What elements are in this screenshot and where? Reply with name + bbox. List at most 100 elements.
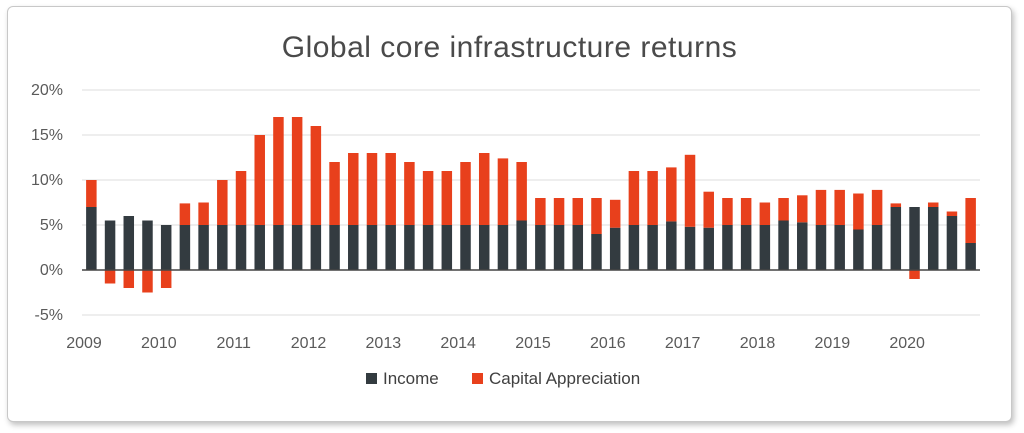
y-tick-label: -5% — [35, 307, 63, 324]
bar-income — [815, 225, 827, 270]
bar-capital-appreciation — [647, 171, 658, 225]
legend-label-income: Income — [383, 369, 439, 388]
bar-capital-appreciation — [553, 198, 565, 225]
bar-capital-appreciation — [460, 162, 471, 225]
bar-capital-appreciation — [815, 189, 827, 225]
bar-income — [291, 225, 303, 270]
bar-capital-appreciation — [797, 195, 808, 223]
x-tick-label: 2009 — [66, 335, 102, 352]
x-tick-label: 2016 — [590, 335, 626, 352]
bar-income — [179, 225, 191, 270]
bar-capital-appreciation — [853, 193, 864, 230]
bar-income — [104, 220, 116, 270]
bar-income — [740, 225, 752, 270]
bar-income — [871, 225, 883, 270]
bar-capital-appreciation — [759, 202, 771, 225]
legend-label-capital-appreciation: Capital Appreciation — [489, 369, 640, 388]
legend-swatch-income — [366, 373, 377, 384]
bar-capital-appreciation — [778, 198, 789, 221]
bar-income — [703, 227, 714, 270]
x-tick-label: 2019 — [815, 335, 851, 352]
bar-income — [217, 225, 228, 270]
bar-capital-appreciation — [310, 126, 322, 225]
bar-capital-appreciation — [927, 202, 939, 207]
bar-income — [778, 220, 789, 270]
bar-capital-appreciation — [198, 202, 209, 225]
bar-capital-appreciation — [572, 198, 584, 225]
x-tick-label: 2010 — [141, 335, 177, 352]
bar-capital-appreciation — [478, 153, 490, 225]
bar-capital-appreciation — [142, 270, 153, 293]
bar-capital-appreciation — [946, 211, 958, 216]
bar-capital-appreciation — [516, 162, 527, 221]
x-tick-label: 2017 — [665, 335, 701, 352]
bar-income — [946, 216, 958, 270]
bar-income — [310, 225, 322, 270]
bar-capital-appreciation — [666, 167, 677, 222]
bar-income — [909, 207, 920, 270]
bar-capital-appreciation — [291, 117, 303, 225]
bar-capital-appreciation — [123, 270, 135, 288]
bar-capital-appreciation — [609, 199, 621, 228]
y-tick-label: 15% — [31, 127, 63, 144]
chart-title: Global core infrastructure returns — [281, 31, 738, 64]
legend: Income Capital Appreciation — [366, 369, 640, 388]
bar-income — [441, 225, 453, 270]
bar-income — [666, 221, 677, 270]
bar-capital-appreciation — [441, 171, 453, 225]
x-tick-label: 2020 — [889, 335, 925, 352]
bar-capital-appreciation — [385, 153, 396, 225]
x-tick-label: 2012 — [291, 335, 327, 352]
bar-income — [834, 225, 845, 270]
bar-capital-appreciation — [86, 180, 97, 207]
bar-income — [722, 225, 733, 270]
bar-income — [478, 225, 490, 270]
bar-income — [160, 225, 172, 270]
bar-capital-appreciation — [104, 270, 116, 284]
bar-capital-appreciation — [535, 198, 546, 225]
bar-capital-appreciation — [965, 198, 976, 243]
y-tick-label: 20% — [31, 82, 63, 99]
bar-capital-appreciation — [366, 153, 378, 225]
bar-income — [460, 225, 471, 270]
bar-income — [759, 225, 771, 270]
bar-capital-appreciation — [273, 117, 284, 225]
axes: -5% 0% 5% 10% 15% 20% 2009 2010 2011 2012 2013 2014… — [31, 82, 980, 352]
bar-income — [797, 222, 808, 270]
bar-income — [235, 225, 247, 270]
bar-income — [497, 225, 509, 270]
bar-capital-appreciation — [703, 191, 714, 228]
bar-income — [853, 229, 864, 270]
bar-capital-appreciation — [348, 153, 359, 225]
bar-income — [422, 225, 434, 270]
y-tick-label: 5% — [40, 217, 63, 234]
bar-capital-appreciation — [684, 154, 696, 227]
bar-capital-appreciation — [217, 180, 228, 225]
bar-income — [591, 234, 602, 270]
bar-income — [385, 225, 396, 270]
bar-capital-appreciation — [329, 162, 340, 225]
bar-income — [553, 225, 565, 270]
bar-income — [609, 227, 621, 270]
bar-capital-appreciation — [834, 189, 845, 225]
bar-capital-appreciation — [591, 198, 602, 234]
bar-capital-appreciation — [160, 270, 172, 288]
x-tick-label: 2011 — [216, 335, 251, 352]
bar-income — [684, 226, 696, 270]
bar-income — [348, 225, 359, 270]
bar-capital-appreciation — [235, 171, 247, 225]
bar-income — [254, 225, 265, 270]
x-tick-label: 2018 — [740, 335, 776, 352]
bar-income — [647, 225, 658, 270]
bar-capital-appreciation — [890, 203, 902, 207]
bar-capital-appreciation — [871, 189, 883, 225]
bar-income — [86, 207, 97, 270]
bar-income — [142, 220, 153, 270]
bar-income — [516, 220, 527, 270]
bar-capital-appreciation — [404, 162, 415, 225]
bar-capital-appreciation — [254, 135, 265, 225]
bar-income — [628, 225, 640, 270]
bar-income — [927, 207, 939, 270]
bar-capital-appreciation — [909, 270, 920, 279]
x-tick-label: 2014 — [440, 335, 476, 352]
